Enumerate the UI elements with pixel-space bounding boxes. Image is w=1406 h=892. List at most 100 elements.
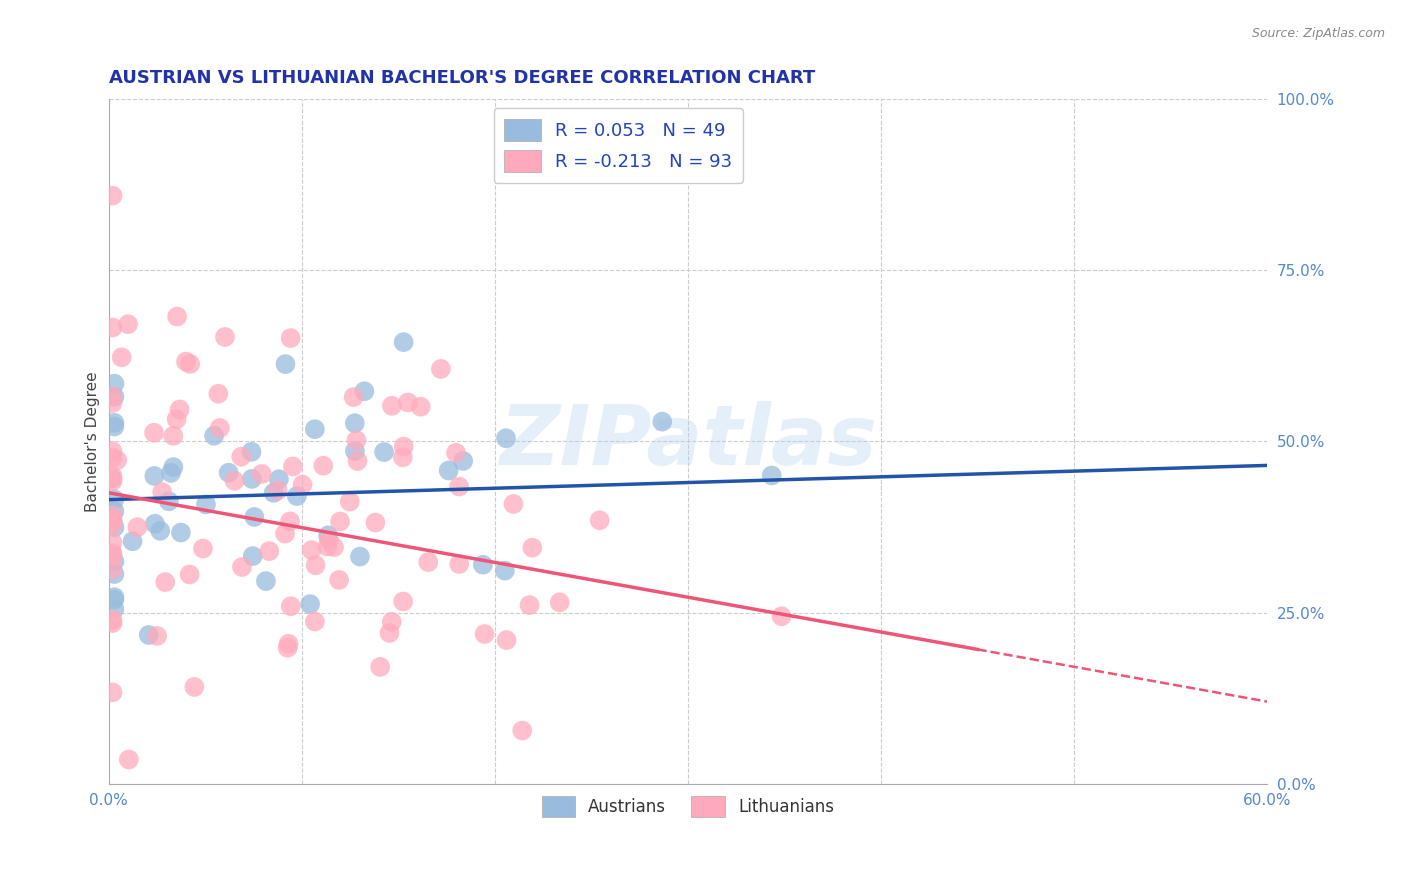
Point	[254, 574, 277, 588]
Point	[274, 526, 297, 541]
Point	[761, 468, 783, 483]
Point	[344, 434, 367, 448]
Point	[328, 573, 350, 587]
Point	[280, 599, 302, 614]
Point	[101, 517, 124, 532]
Point	[381, 615, 404, 629]
Point	[285, 489, 308, 503]
Point	[278, 514, 301, 528]
Point	[160, 466, 183, 480]
Point	[101, 549, 124, 563]
Point	[101, 616, 124, 631]
Point	[392, 440, 415, 454]
Point	[169, 402, 191, 417]
Point	[103, 567, 125, 582]
Point	[101, 450, 124, 465]
Point	[101, 469, 124, 483]
Text: Source: ZipAtlas.com: Source: ZipAtlas.com	[1251, 27, 1385, 40]
Point	[368, 660, 391, 674]
Point	[101, 474, 124, 488]
Point	[101, 396, 124, 410]
Point	[519, 598, 541, 612]
Point	[588, 513, 610, 527]
Point	[179, 357, 201, 371]
Point	[218, 466, 240, 480]
Point	[194, 497, 217, 511]
Point	[277, 640, 299, 655]
Point	[392, 594, 415, 608]
Point	[281, 459, 304, 474]
Point	[101, 188, 124, 202]
Point	[548, 595, 571, 609]
Point	[143, 516, 166, 531]
Point	[202, 428, 225, 442]
Point	[101, 685, 124, 699]
Point	[101, 562, 124, 576]
Point	[103, 592, 125, 607]
Point	[242, 549, 264, 563]
Point	[103, 416, 125, 430]
Point	[304, 422, 326, 436]
Point	[138, 628, 160, 642]
Point	[214, 330, 236, 344]
Point	[474, 627, 496, 641]
Point	[318, 533, 340, 547]
Point	[118, 752, 141, 766]
Point	[392, 335, 415, 350]
Point	[155, 575, 177, 590]
Point	[179, 567, 201, 582]
Point	[316, 540, 339, 554]
Point	[231, 560, 253, 574]
Point	[208, 421, 231, 435]
Point	[174, 354, 197, 368]
Point	[103, 591, 125, 605]
Point	[373, 445, 395, 459]
Point	[105, 453, 128, 467]
Point	[510, 723, 533, 738]
Legend: Austrians, Lithuanians: Austrians, Lithuanians	[536, 789, 841, 823]
Point	[312, 458, 335, 473]
Point	[243, 510, 266, 524]
Point	[316, 528, 339, 542]
Point	[396, 395, 419, 409]
Point	[495, 633, 517, 648]
Point	[323, 540, 346, 554]
Point	[101, 508, 124, 522]
Point	[392, 450, 415, 465]
Text: AUSTRIAN VS LITHUANIAN BACHELOR'S DEGREE CORRELATION CHART: AUSTRIAN VS LITHUANIAN BACHELOR'S DEGREE…	[108, 69, 815, 87]
Point	[651, 415, 673, 429]
Point	[451, 454, 474, 468]
Point	[770, 609, 793, 624]
Point	[231, 450, 253, 464]
Point	[103, 602, 125, 616]
Point	[329, 515, 352, 529]
Point	[103, 390, 125, 404]
Point	[444, 446, 467, 460]
Point	[250, 467, 273, 481]
Point	[378, 626, 401, 640]
Point	[304, 615, 326, 629]
Point	[343, 390, 366, 404]
Point	[240, 472, 263, 486]
Point	[495, 431, 517, 445]
Point	[346, 454, 368, 468]
Point	[166, 310, 188, 324]
Point	[143, 425, 166, 440]
Point	[166, 412, 188, 426]
Point	[339, 494, 361, 508]
Point	[353, 384, 375, 399]
Point	[267, 472, 290, 486]
Point	[304, 558, 326, 573]
Point	[263, 486, 285, 500]
Point	[343, 416, 366, 430]
Point	[101, 389, 124, 403]
Point	[183, 680, 205, 694]
Point	[240, 445, 263, 459]
Point	[170, 525, 193, 540]
Point	[157, 494, 180, 508]
Point	[103, 492, 125, 507]
Point	[103, 504, 125, 518]
Point	[101, 546, 124, 560]
Point	[117, 317, 139, 331]
Point	[471, 558, 494, 572]
